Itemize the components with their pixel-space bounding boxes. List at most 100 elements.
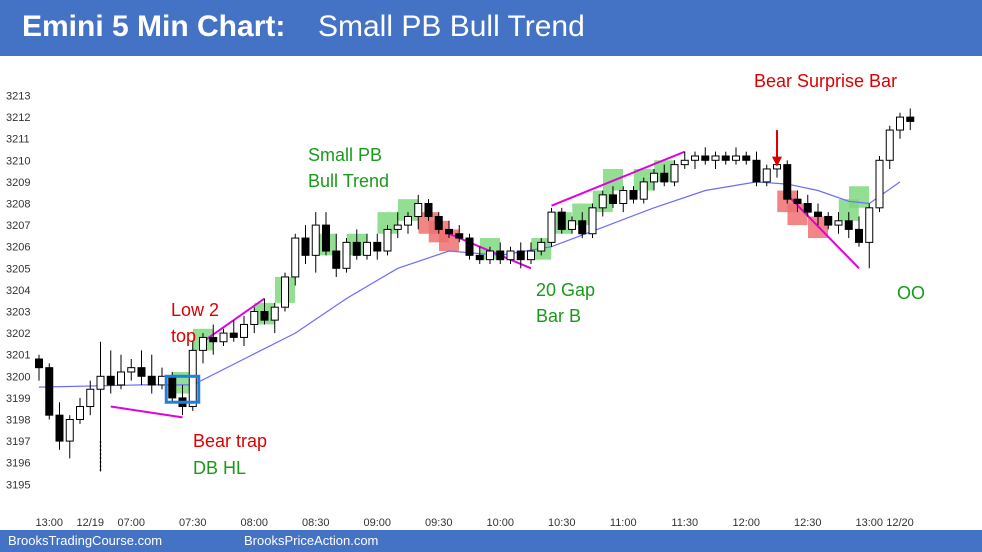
candle-body bbox=[619, 190, 628, 204]
candle-body bbox=[35, 358, 43, 369]
candle-body bbox=[65, 419, 74, 442]
candle-body bbox=[742, 155, 751, 161]
x-tick-label: 07:00 bbox=[117, 517, 145, 529]
candle-body bbox=[803, 203, 812, 213]
candle-body bbox=[322, 224, 330, 252]
candle-body bbox=[96, 375, 105, 390]
candle-body bbox=[209, 336, 218, 343]
annotation-small-pb-line1: Small PB bbox=[308, 145, 383, 165]
candle-body bbox=[147, 375, 156, 386]
y-tick-label: 3199 bbox=[6, 393, 30, 405]
x-tick-label: 08:00 bbox=[240, 517, 268, 529]
y-tick-label: 3211 bbox=[6, 134, 30, 146]
candle-body bbox=[609, 194, 617, 205]
candle-body bbox=[721, 155, 730, 161]
candle-body bbox=[660, 172, 669, 183]
y-tick-label: 3202 bbox=[6, 328, 30, 340]
y-tick-label: 3198 bbox=[6, 415, 30, 427]
candle-body bbox=[291, 237, 300, 278]
candle-body bbox=[896, 116, 904, 131]
candle-body bbox=[598, 194, 607, 209]
x-tick-label: 09:00 bbox=[363, 517, 391, 529]
candle-body bbox=[281, 276, 289, 308]
candle-body bbox=[363, 241, 371, 256]
candle-body bbox=[260, 311, 269, 321]
arrow-head bbox=[772, 156, 782, 167]
x-tick-label: 12:30 bbox=[794, 517, 822, 529]
candle-body bbox=[342, 241, 351, 269]
candle-body bbox=[393, 224, 402, 230]
footer-left-link[interactable]: BrooksTradingCourse.com bbox=[8, 533, 163, 548]
x-tick-label: 12:00 bbox=[732, 517, 760, 529]
candle-body bbox=[127, 367, 136, 373]
y-tick-label: 3204 bbox=[6, 285, 30, 297]
candle-body bbox=[557, 211, 566, 230]
candle-body bbox=[475, 254, 484, 261]
candle-body bbox=[76, 406, 84, 421]
annotation-low2-line1: Low 2 bbox=[171, 300, 220, 320]
candle-body bbox=[229, 332, 238, 338]
y-tick-label: 3208 bbox=[6, 199, 30, 211]
candle-body bbox=[650, 172, 658, 183]
candle-body bbox=[629, 190, 638, 200]
candle-body bbox=[865, 207, 874, 243]
candle-body bbox=[383, 228, 392, 252]
candle-body bbox=[311, 224, 320, 256]
y-tick-label: 3209 bbox=[6, 177, 30, 189]
candle-body bbox=[373, 241, 382, 252]
candle-body bbox=[516, 250, 525, 261]
candle-body bbox=[793, 198, 802, 204]
y-tick-label: 3213 bbox=[6, 91, 30, 103]
green-zone bbox=[398, 199, 418, 221]
candle-body bbox=[680, 159, 689, 166]
candle-body bbox=[486, 250, 494, 261]
x-tick-label: 11:00 bbox=[610, 517, 637, 529]
candle-body bbox=[762, 168, 771, 183]
x-tick-label: 12/19 bbox=[76, 517, 104, 529]
candle-body bbox=[434, 215, 443, 230]
y-tick-label: 3195 bbox=[6, 479, 30, 491]
candle-body bbox=[424, 203, 433, 217]
annotation-bear-trap: Bear trap bbox=[193, 431, 268, 451]
candle-body bbox=[783, 164, 792, 200]
candle-body bbox=[885, 129, 894, 161]
annotation-small-pb: Small PB Bull Trend bbox=[308, 142, 389, 194]
y-tick-label: 3205 bbox=[6, 263, 30, 275]
candle-body bbox=[588, 207, 597, 235]
annotation-small-pb-line2: Bull Trend bbox=[308, 171, 390, 191]
y-tick-label: 3197 bbox=[6, 436, 30, 448]
candle-body bbox=[834, 220, 843, 226]
candle-body bbox=[639, 181, 648, 200]
annotation-low2-line2: top bbox=[171, 326, 197, 346]
annotation-oo: OO bbox=[897, 283, 926, 303]
candle-body bbox=[496, 250, 505, 261]
x-tick-label: 07:30 bbox=[179, 517, 207, 529]
candle-body bbox=[568, 220, 576, 230]
candle-body bbox=[445, 228, 453, 235]
footer-bar: BrooksTradingCourse.com BrooksPriceActio… bbox=[0, 530, 982, 552]
annotation-db-hl: DB HL bbox=[193, 458, 247, 478]
candle-body bbox=[137, 367, 146, 377]
y-tick-label: 3201 bbox=[6, 350, 30, 362]
candle-body bbox=[86, 388, 95, 408]
candle-body bbox=[455, 233, 464, 239]
x-tick-label: 10:30 bbox=[548, 517, 576, 529]
y-tick-label: 3210 bbox=[6, 155, 30, 167]
candle-body bbox=[352, 241, 361, 256]
footer-right-link[interactable]: BrooksPriceAction.com bbox=[244, 533, 379, 548]
candle-body bbox=[240, 323, 248, 338]
y-tick-label: 3212 bbox=[6, 112, 30, 124]
y-tick-label: 3196 bbox=[6, 458, 30, 470]
candle-body bbox=[701, 155, 710, 161]
y-tick-label: 3203 bbox=[6, 307, 30, 319]
candle-body bbox=[219, 332, 228, 343]
candle-body bbox=[45, 367, 54, 416]
y-tick-label: 3206 bbox=[6, 242, 30, 254]
candle-body bbox=[711, 155, 720, 161]
red-zone bbox=[787, 203, 808, 226]
candle-body bbox=[117, 371, 125, 386]
candle-body bbox=[158, 375, 166, 386]
ema-line bbox=[38, 181, 901, 388]
highlight-box bbox=[164, 374, 201, 404]
candle-body bbox=[301, 237, 310, 256]
